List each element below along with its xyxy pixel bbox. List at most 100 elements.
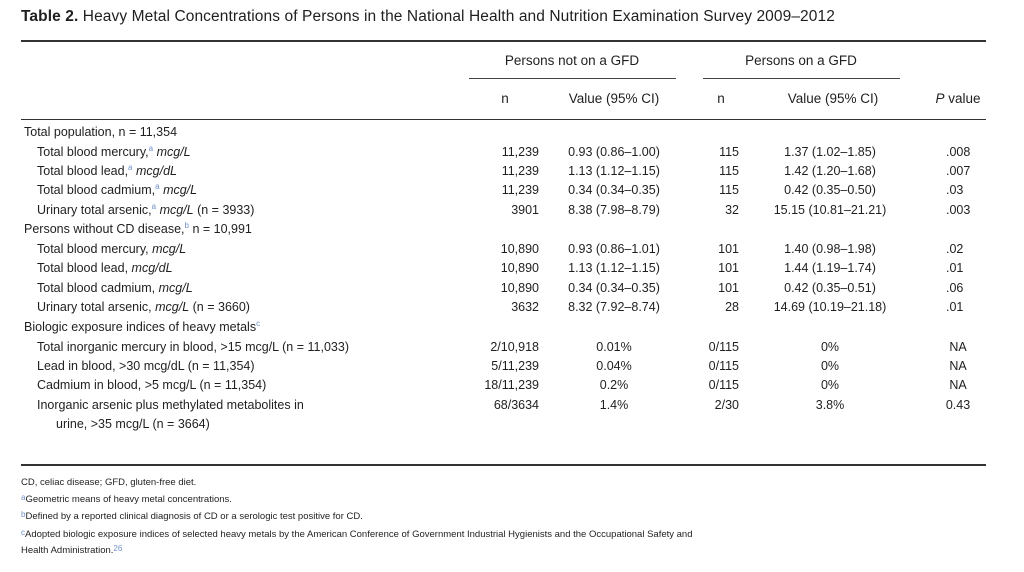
cell-n1: 10,890	[500, 261, 539, 275]
cell-n1: 3632	[511, 300, 539, 314]
cell-n2: 101	[718, 242, 739, 256]
table-row: Lead in blood, >30 mcg/dL (n = 11,354) 5…	[0, 359, 1024, 379]
cell-n1: 11,239	[501, 145, 539, 159]
cell-n2: 101	[718, 281, 739, 295]
cell-n2: 0/115	[708, 378, 739, 392]
row-label: Total blood cadmium,a mcg/L	[37, 182, 198, 197]
cell-value1: 8.32 (7.92–8.74)	[568, 300, 660, 314]
cell-n1: 2/10,918	[490, 340, 539, 354]
cell-n1: 18/11,239	[484, 378, 539, 392]
section-label: Biologic exposure indices of heavy metal…	[24, 319, 261, 334]
cell-n1: 10,890	[500, 242, 539, 256]
cell-p-value: .06	[946, 281, 964, 295]
cell-value1: 8.38 (7.98–8.79)	[568, 203, 660, 217]
cell-n1: 3901	[511, 203, 539, 217]
footnote-c: cAdopted biologic exposure indices of se…	[21, 528, 693, 540]
section-label: Persons without CD disease,b n = 10,991	[24, 221, 252, 236]
cell-p-value: .03	[946, 183, 964, 197]
group-rule-not-gfd	[469, 78, 676, 79]
bottom-rule	[21, 464, 986, 466]
cell-n2: 28	[725, 300, 739, 314]
table-caption: Heavy Metal Concentrations of Persons in…	[82, 8, 835, 25]
table-row: Total inorganic mercury in blood, >15 mc…	[0, 340, 1024, 360]
row-label: Lead in blood, >30 mcg/dL (n = 11,354)	[37, 359, 255, 373]
table-row: Total blood lead, mcg/dL 10,890 1.13 (1.…	[0, 261, 1024, 281]
cell-p-value: .003	[946, 203, 971, 217]
table-row: Total blood cadmium, mcg/L 10,890 0.34 (…	[0, 281, 1024, 301]
cell-value2: 0%	[820, 359, 840, 373]
section-header-row: Biologic exposure indices of heavy metal…	[0, 319, 1024, 340]
row-label: Total blood cadmium, mcg/L	[37, 281, 193, 295]
group-rule-gfd	[703, 78, 900, 79]
cell-value1: 0.04%	[596, 359, 632, 373]
row-label: Urinary total arsenic, mcg/L (n = 3660)	[37, 300, 250, 314]
cell-value2: 1.37 (1.02–1.85)	[784, 145, 876, 159]
footnote-c-continued: Health Administration.26	[21, 544, 123, 556]
cell-value2: 1.40 (0.98–1.98)	[784, 242, 876, 256]
cell-value1: 0.34 (0.34–0.35)	[568, 183, 660, 197]
row-label: Total blood mercury, mcg/L	[37, 242, 187, 256]
cell-n2: 115	[719, 183, 739, 197]
cell-n2: 0/115	[708, 359, 739, 373]
cell-value2: 0%	[820, 340, 840, 354]
cell-n1: 5/11,239	[491, 359, 539, 373]
cell-p-value: .01	[946, 261, 964, 275]
row-label: Cadmium in blood, >5 mcg/L (n = 11,354)	[37, 378, 267, 392]
header-group-not-gfd: Persons not on a GFD	[504, 53, 640, 68]
row-label: Total blood lead, mcg/dL	[37, 261, 173, 275]
table-row: Urinary total arsenic,a mcg/L (n = 3933)…	[0, 202, 1024, 223]
cell-n1: 11,239	[501, 183, 539, 197]
cell-value1: 0.2%	[599, 378, 629, 392]
row-label: Total blood mercury,a mcg/L	[37, 144, 191, 159]
cell-value2: 1.44 (1.19–1.74)	[784, 261, 876, 275]
table-title: Table 2. Heavy Metal Concentrations of P…	[21, 8, 835, 26]
table-row: Total blood lead,a mcg/dL 11,239 1.13 (1…	[0, 163, 1024, 184]
footnote-a: aGeometric means of heavy metal concentr…	[21, 493, 232, 505]
table-number: Table 2.	[21, 8, 79, 25]
cell-p-value: .02	[946, 242, 964, 256]
cell-value1: 0.34 (0.34–0.35)	[568, 281, 660, 295]
table-row: Total blood mercury, mcg/L 10,890 0.93 (…	[0, 242, 1024, 262]
cell-n2: 115	[719, 164, 739, 178]
cell-n2: 101	[718, 261, 739, 275]
cell-value1: 1.4%	[599, 398, 629, 412]
row-label: Inorganic arsenic plus methylated metabo…	[37, 398, 304, 412]
row-label-continuation: urine, >35 mcg/L (n = 3664)	[56, 417, 210, 431]
cell-value2: 3.8%	[815, 398, 845, 412]
cell-n1: 68/3634	[493, 398, 539, 412]
cell-value1: 0.93 (0.86–1.01)	[568, 242, 660, 256]
header-rule	[21, 119, 986, 120]
table-row: Cadmium in blood, >5 mcg/L (n = 11,354) …	[0, 378, 1024, 398]
cell-p-value: 0.43	[945, 398, 971, 412]
cell-value2: 14.69 (10.19–21.18)	[773, 300, 887, 314]
cell-value2: 0.42 (0.35–0.50)	[784, 183, 876, 197]
top-rule	[21, 40, 986, 42]
header-n1: n	[501, 91, 509, 106]
cell-p-value: .008	[946, 145, 971, 159]
cell-p-value: NA	[949, 359, 967, 373]
header-p-value: P value	[935, 91, 981, 106]
row-label: Total inorganic mercury in blood, >15 mc…	[37, 340, 349, 354]
cell-value2: 15.15 (10.81–21.21)	[773, 203, 887, 217]
table-row: Total blood mercury,a mcg/L 11,239 0.93 …	[0, 144, 1024, 165]
cell-value2: 0%	[820, 378, 840, 392]
cell-value1: 0.01%	[596, 340, 632, 354]
header-group-gfd: Persons on a GFD	[745, 53, 857, 68]
header-value2: Value (95% CI)	[787, 91, 879, 106]
cell-p-value: .007	[946, 164, 971, 178]
cell-n2: 0/115	[708, 340, 739, 354]
table-row: Total blood cadmium,a mcg/L 11,239 0.34 …	[0, 182, 1024, 203]
cell-n2: 32	[725, 203, 739, 217]
cell-value2: 1.42 (1.20–1.68)	[784, 164, 876, 178]
table-row-continuation: urine, >35 mcg/L (n = 3664)	[0, 417, 1024, 437]
row-label: Urinary total arsenic,a mcg/L (n = 3933)	[37, 202, 255, 217]
cell-n1: 11,239	[501, 164, 539, 178]
table-row: Urinary total arsenic, mcg/L (n = 3660) …	[0, 300, 1024, 320]
cell-value1: 1.13 (1.12–1.15)	[568, 164, 660, 178]
cell-value2: 0.42 (0.35–0.51)	[784, 281, 876, 295]
header-n2: n	[717, 91, 725, 106]
cell-p-value: NA	[949, 378, 967, 392]
row-label: Total blood lead,a mcg/dL	[37, 163, 177, 178]
cell-value1: 1.13 (1.12–1.15)	[568, 261, 660, 275]
